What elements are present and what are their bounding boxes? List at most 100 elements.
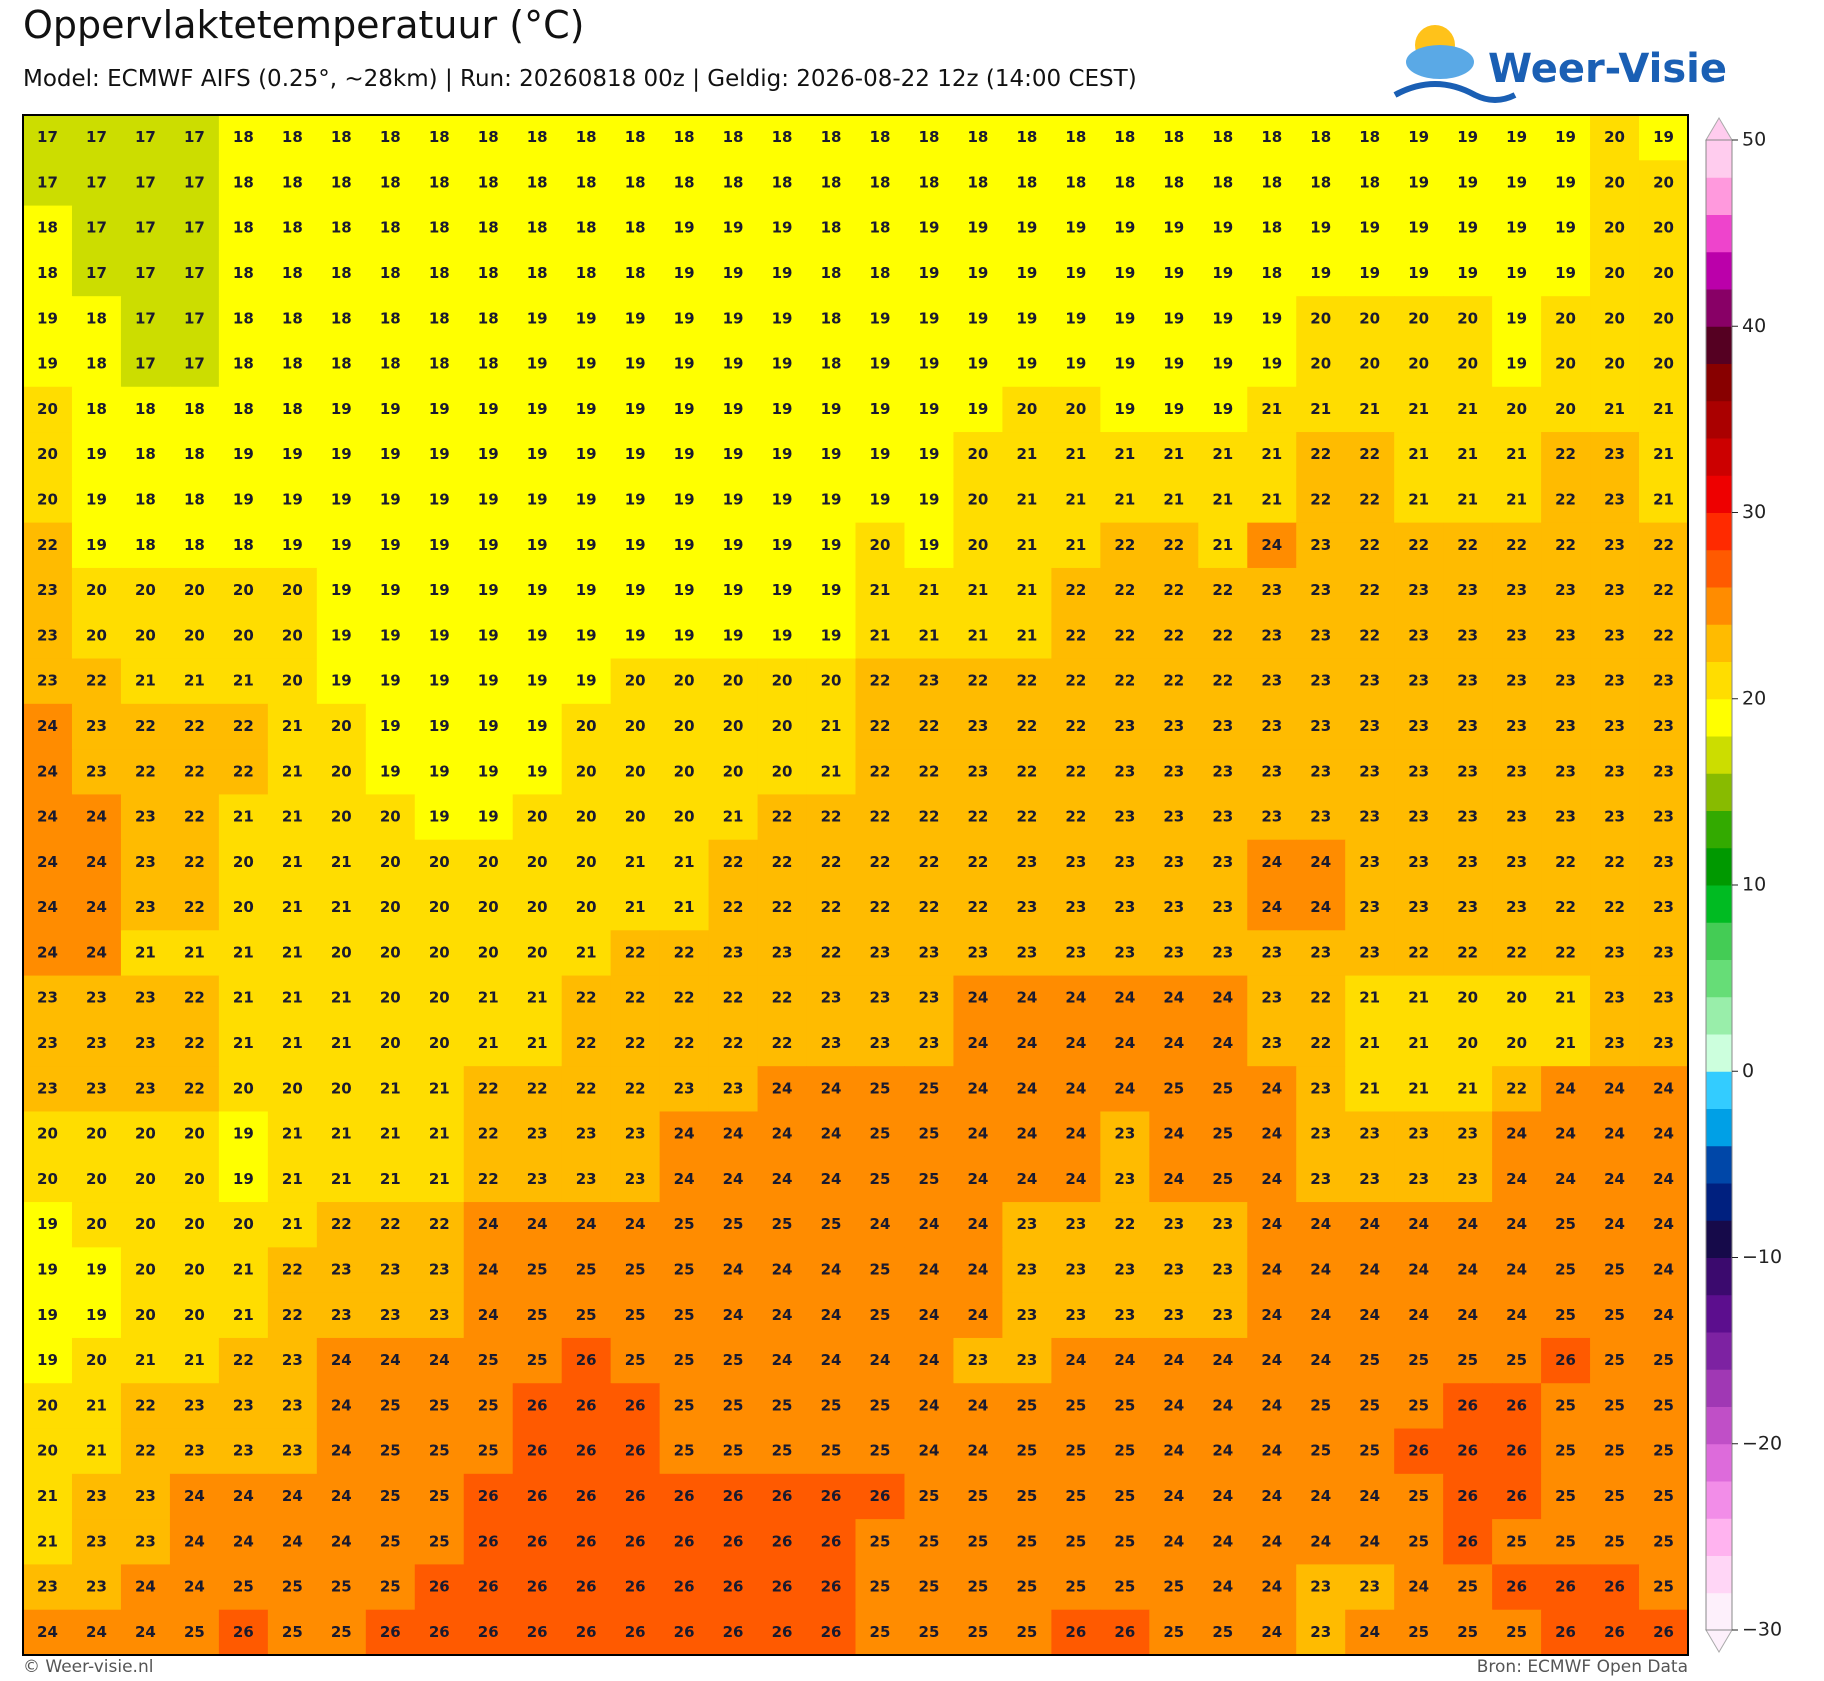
temperature-cell (659, 930, 710, 977)
temperature-label: 22 (184, 808, 205, 826)
temperature-label: 26 (1555, 1623, 1576, 1641)
temperature-label: 20 (37, 491, 58, 509)
temperature-label: 19 (674, 309, 695, 327)
temperature-cell (708, 885, 759, 931)
temperature-label: 20 (1408, 309, 1429, 327)
temperature-cell (169, 386, 220, 433)
temperature-label: 18 (380, 309, 401, 327)
temperature-label: 21 (527, 989, 548, 1007)
temperature-cell (71, 296, 122, 342)
temperature-label: 22 (233, 717, 254, 735)
temperature-label: 24 (37, 762, 58, 780)
temperature-label: 23 (331, 1306, 352, 1324)
temperature-label: 18 (282, 400, 303, 418)
colorbar-swatch (1706, 1108, 1732, 1147)
temperature-label: 24 (1359, 1532, 1380, 1550)
temperature-cell (1492, 1111, 1542, 1158)
temperature-label: 19 (723, 536, 744, 554)
temperature-cell (806, 296, 856, 342)
temperature-cell (1492, 250, 1542, 297)
temperature-label: 22 (1653, 536, 1674, 554)
temperature-label: 18 (1261, 264, 1282, 282)
temperature-label: 19 (478, 717, 499, 735)
temperature-label: 20 (135, 626, 156, 644)
temperature-cell (1590, 749, 1640, 795)
temperature-label: 26 (625, 1487, 646, 1505)
temperature-cell (1100, 613, 1150, 660)
temperature-cell (218, 522, 269, 569)
temperature-cell (1247, 1292, 1297, 1339)
temperature-label: 24 (1310, 898, 1331, 916)
temperature-cell (1051, 1473, 1101, 1520)
temperature-label: 23 (1261, 672, 1282, 690)
temperature-label: 19 (1163, 355, 1184, 373)
temperature-cell (1149, 115, 1199, 161)
temperature-label: 25 (233, 1578, 254, 1596)
temperature-cell (659, 1247, 710, 1294)
temperature-label: 24 (1653, 1306, 1674, 1324)
temperature-cell (23, 250, 73, 297)
temperature-cell (463, 1519, 514, 1565)
temperature-label: 25 (380, 1487, 401, 1505)
temperature-label: 20 (429, 943, 450, 961)
temperature-cell (561, 885, 612, 931)
temperature-cell (806, 1609, 856, 1656)
temperature-cell (1443, 1156, 1493, 1203)
temperature-cell (561, 1066, 612, 1112)
temperature-label: 24 (331, 1396, 352, 1414)
temperature-label: 19 (967, 355, 988, 373)
colorbar-tick-label: −20 (1742, 1432, 1782, 1454)
temperature-label: 23 (1310, 1125, 1331, 1143)
temperature-cell (1051, 1020, 1101, 1067)
temperature-cell (365, 1247, 416, 1294)
temperature-label: 24 (282, 1532, 303, 1550)
temperature-cell (953, 341, 1003, 388)
temperature-cell (1296, 1202, 1346, 1248)
temperature-label: 22 (625, 1034, 646, 1052)
temperature-cell (316, 794, 367, 841)
temperature-label: 22 (1163, 626, 1184, 644)
temperature-label: 25 (625, 1306, 646, 1324)
colorbar-swatch (1706, 475, 1732, 513)
temperature-label: 24 (723, 1125, 744, 1143)
temperature-cell (1639, 749, 1689, 795)
temperature-label: 23 (135, 1079, 156, 1097)
temperature-cell (1345, 794, 1395, 841)
temperature-cell (757, 522, 808, 569)
temperature-cell (1051, 930, 1101, 977)
temperature-cell (953, 1428, 1003, 1475)
temperature-label: 25 (1555, 1261, 1576, 1279)
temperature-label: 24 (1163, 1170, 1184, 1188)
temperature-label: 18 (233, 400, 254, 418)
temperature-label: 18 (380, 219, 401, 237)
temperature-label: 21 (86, 1442, 107, 1460)
temperature-cell (23, 296, 73, 342)
temperature-label: 19 (772, 400, 793, 418)
temperature-label: 23 (870, 1034, 891, 1052)
temperature-cell (610, 432, 661, 478)
temperature-label: 23 (1359, 1170, 1380, 1188)
temperature-cell (1149, 749, 1199, 795)
temperature-label: 21 (1163, 491, 1184, 509)
temperature-label: 19 (625, 581, 646, 599)
temperature-cell (512, 250, 563, 297)
temperature-cell (806, 975, 856, 1022)
temperature-label: 20 (527, 943, 548, 961)
temperature-cell (23, 703, 73, 750)
temperature-cell (806, 1473, 856, 1520)
temperature-cell (561, 1609, 612, 1656)
temperature-label: 23 (1310, 626, 1331, 644)
temperature-label: 23 (1016, 1261, 1037, 1279)
temperature-cell (169, 930, 220, 977)
temperature-cell (904, 1020, 954, 1067)
temperature-cell (708, 839, 759, 886)
temperature-label: 20 (233, 1079, 254, 1097)
temperature-cell (71, 975, 122, 1022)
temperature-label: 18 (1310, 128, 1331, 146)
temperature-label: 24 (135, 1623, 156, 1641)
temperature-cell (708, 250, 759, 297)
temperature-cell (1492, 658, 1542, 705)
temperature-cell (1198, 613, 1248, 660)
temperature-label: 25 (429, 1532, 450, 1550)
temperature-cell (708, 930, 759, 977)
